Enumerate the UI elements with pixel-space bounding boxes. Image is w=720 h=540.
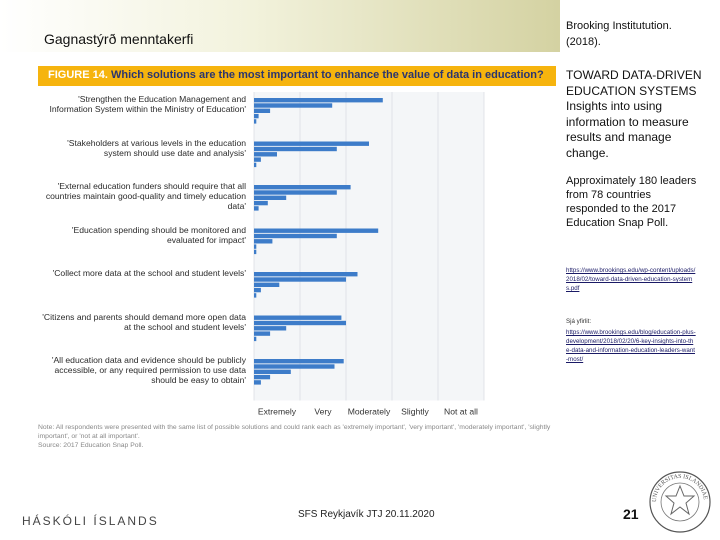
bar-extremely (254, 315, 342, 320)
header-band (0, 0, 560, 52)
bar-chart: 'Strengthen the Education Management and… (42, 92, 485, 417)
category-label: 'Citizens and parents should demand more… (42, 311, 246, 332)
bar-very (254, 277, 346, 282)
report-pdf-link[interactable]: https://www.brookings.edu/wp-content/upl… (566, 267, 696, 292)
bar-slightly (254, 374, 271, 380)
bar-slightly (254, 157, 261, 162)
bar-slightly (254, 113, 259, 119)
figure-label: FIGURE 14. (48, 69, 108, 81)
figure-title: FIGURE 14. Which solutions are the most … (48, 69, 544, 81)
note-text: Note: All respondents were presented wit… (38, 424, 551, 440)
category-label: 'All education data and evidence should … (51, 355, 246, 385)
bar-moderately (254, 239, 273, 244)
bar-moderately (254, 108, 271, 113)
bar-moderately (254, 326, 287, 331)
bar-not-at-all (254, 336, 257, 342)
bar-very (254, 146, 337, 152)
bar-very (254, 233, 337, 239)
plot-area (254, 92, 484, 401)
figure-title-bar: FIGURE 14. Which solutions are the most … (38, 66, 556, 86)
university-seal-icon: UNIVERSITAS ISLANDIAE (649, 471, 711, 533)
bar-moderately (254, 369, 291, 374)
bar-extremely (254, 185, 351, 190)
bar-extremely (254, 141, 369, 146)
bar-moderately (254, 282, 280, 287)
bar-not-at-all (254, 206, 259, 211)
x-tick-label: Not at all (444, 407, 478, 417)
figure-14: FIGURE 14. Which solutions are the most … (38, 66, 556, 458)
bar-extremely (254, 272, 358, 277)
bar-extremely (254, 228, 379, 233)
bar-extremely (254, 359, 344, 364)
bar-very (254, 190, 337, 195)
bar-not-at-all (254, 249, 257, 255)
category-label: 'Strengthen the Education Management and… (49, 94, 246, 114)
bar-slightly (254, 244, 257, 249)
source-line-1: Brooking Institutution. (566, 20, 672, 32)
source-line-2: (2018). (566, 36, 601, 48)
figure-question: Which solutions are the most important t… (110, 69, 544, 81)
bar-not-at-all (254, 162, 257, 168)
slide-title: Gagnastýrð menntakerfi (44, 31, 194, 47)
blog-overview-link[interactable]: https://www.brookings.edu/blog/education… (566, 329, 696, 363)
bar-very (254, 103, 333, 108)
x-tick-label: Very (314, 407, 332, 417)
university-logo: HÁSKÓLI ÍSLANDS (22, 514, 159, 528)
bar-not-at-all (254, 293, 257, 298)
category-label: 'Collect more data at the school and stu… (52, 268, 246, 278)
svg-text:UNIVERSITAS ISLANDIAE: UNIVERSITAS ISLANDIAE (652, 474, 708, 502)
bar-not-at-all (254, 119, 257, 124)
bar-very (254, 364, 335, 369)
report-title: TOWARD DATA-DRIVEN EDUCATION SYSTEMS Ins… (566, 68, 702, 160)
bar-moderately (254, 152, 277, 157)
overview-label: Sjá yfirlit: (566, 318, 592, 325)
footer-event: SFS Reykjavík JTJ 20.11.2020 (298, 509, 435, 520)
x-tick-label: Extremely (258, 407, 297, 417)
poll-description: Approximately 180 leaders from 78 countr… (566, 175, 697, 229)
bar-extremely (254, 98, 383, 103)
bar-moderately (254, 195, 287, 200)
x-tick-label: Moderately (348, 407, 391, 417)
page-number: 21 (623, 506, 639, 522)
bar-very (254, 320, 346, 326)
category-label: 'Stakeholders at various levels in the e… (67, 137, 246, 158)
source-text: Source: 2017 Education Snap Poll. (38, 442, 144, 449)
seal-text: UNIVERSITAS ISLANDIAE (652, 474, 708, 502)
bar-slightly (254, 200, 268, 206)
x-tick-label: Slightly (401, 407, 429, 417)
source-box (560, 10, 720, 56)
bar-slightly (254, 287, 261, 293)
category-label: 'External education funders should requi… (45, 181, 246, 211)
source-citation: Brooking Institutution. (2018). (566, 18, 672, 50)
bar-slightly (254, 331, 271, 336)
figure-note: Note: All respondents were presented wit… (38, 423, 556, 450)
bar-not-at-all (254, 380, 261, 385)
category-label: 'Education spending should be monitored … (71, 224, 246, 245)
